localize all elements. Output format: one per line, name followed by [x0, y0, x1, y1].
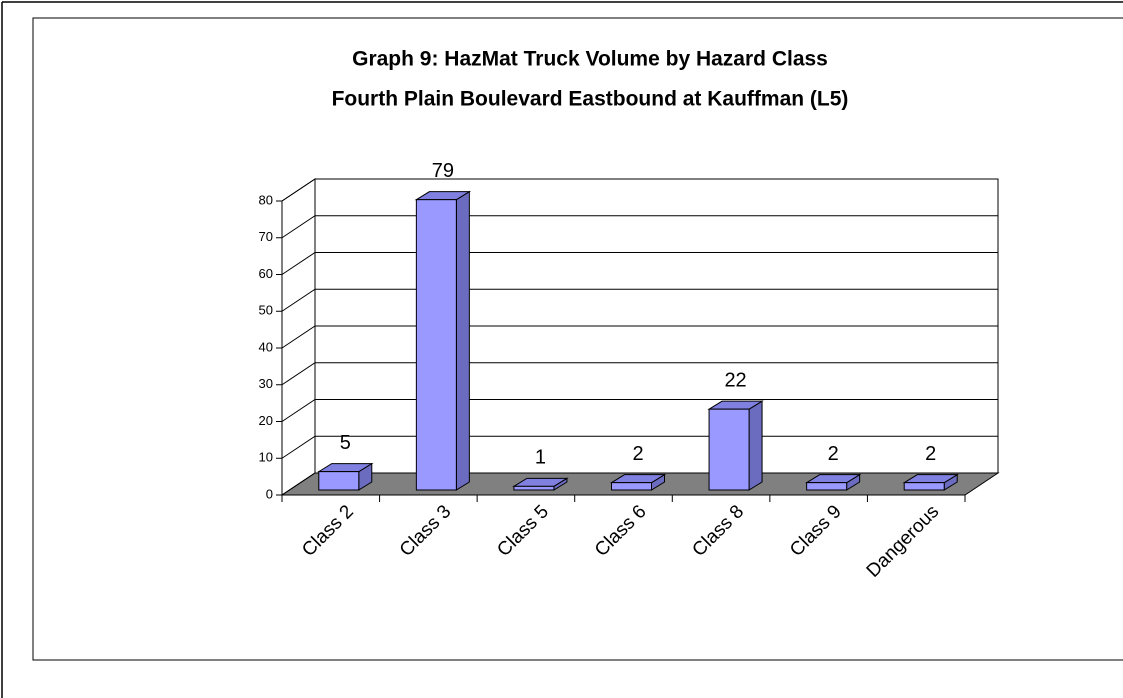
x-tick-label: Dangerous [863, 501, 944, 582]
value-label: 22 [724, 369, 746, 391]
value-label: 79 [432, 160, 454, 182]
x-tick-label: Class 9 [786, 501, 846, 561]
y-tick-label: 30 [259, 376, 273, 391]
value-label: 1 [535, 447, 546, 469]
grid-line [281, 435, 998, 459]
x-tick-label: Class 6 [591, 501, 651, 561]
y-tick-label: 80 [259, 192, 273, 207]
x-tick-label: Class 2 [298, 501, 358, 561]
y-tick-label: 60 [259, 266, 273, 281]
y-tick-label: 50 [259, 303, 273, 318]
bar [611, 482, 652, 491]
bar-side [748, 400, 763, 491]
x-tick-label: Class 5 [493, 501, 553, 561]
chart-subtitle: Fourth Plain Boulevard Eastbound at Kauf… [332, 88, 849, 111]
y-tick-label: 0 [266, 486, 273, 501]
x-tick-label: Class 3 [396, 501, 456, 561]
bar [708, 408, 750, 491]
bar-side [455, 190, 470, 491]
grid-line [281, 215, 998, 239]
x-tick-label: Class 8 [689, 501, 749, 561]
value-label: 2 [632, 443, 643, 465]
grid-line [281, 399, 998, 422]
y-tick-label: 40 [259, 339, 273, 354]
bar [415, 199, 457, 491]
y-tick-label: 10 [259, 450, 273, 465]
grid-line [281, 362, 998, 386]
bar [806, 482, 848, 491]
bar [903, 482, 945, 491]
chart-frame [32, 17, 1123, 661]
value-label: 5 [340, 432, 351, 454]
grid-line [281, 472, 998, 496]
y-tick-label: 20 [259, 413, 273, 428]
chart-title: Graph 9: HazMat Truck Volume by Hazard C… [352, 48, 828, 71]
bar [318, 471, 360, 491]
y-tick-label: 70 [259, 229, 273, 244]
grid-line [281, 288, 998, 312]
value-label: 2 [925, 443, 936, 465]
value-label: 2 [828, 443, 839, 465]
grid-line [281, 252, 998, 275]
grid-line [281, 325, 998, 349]
bar [513, 485, 555, 491]
grid-line [281, 178, 998, 202]
